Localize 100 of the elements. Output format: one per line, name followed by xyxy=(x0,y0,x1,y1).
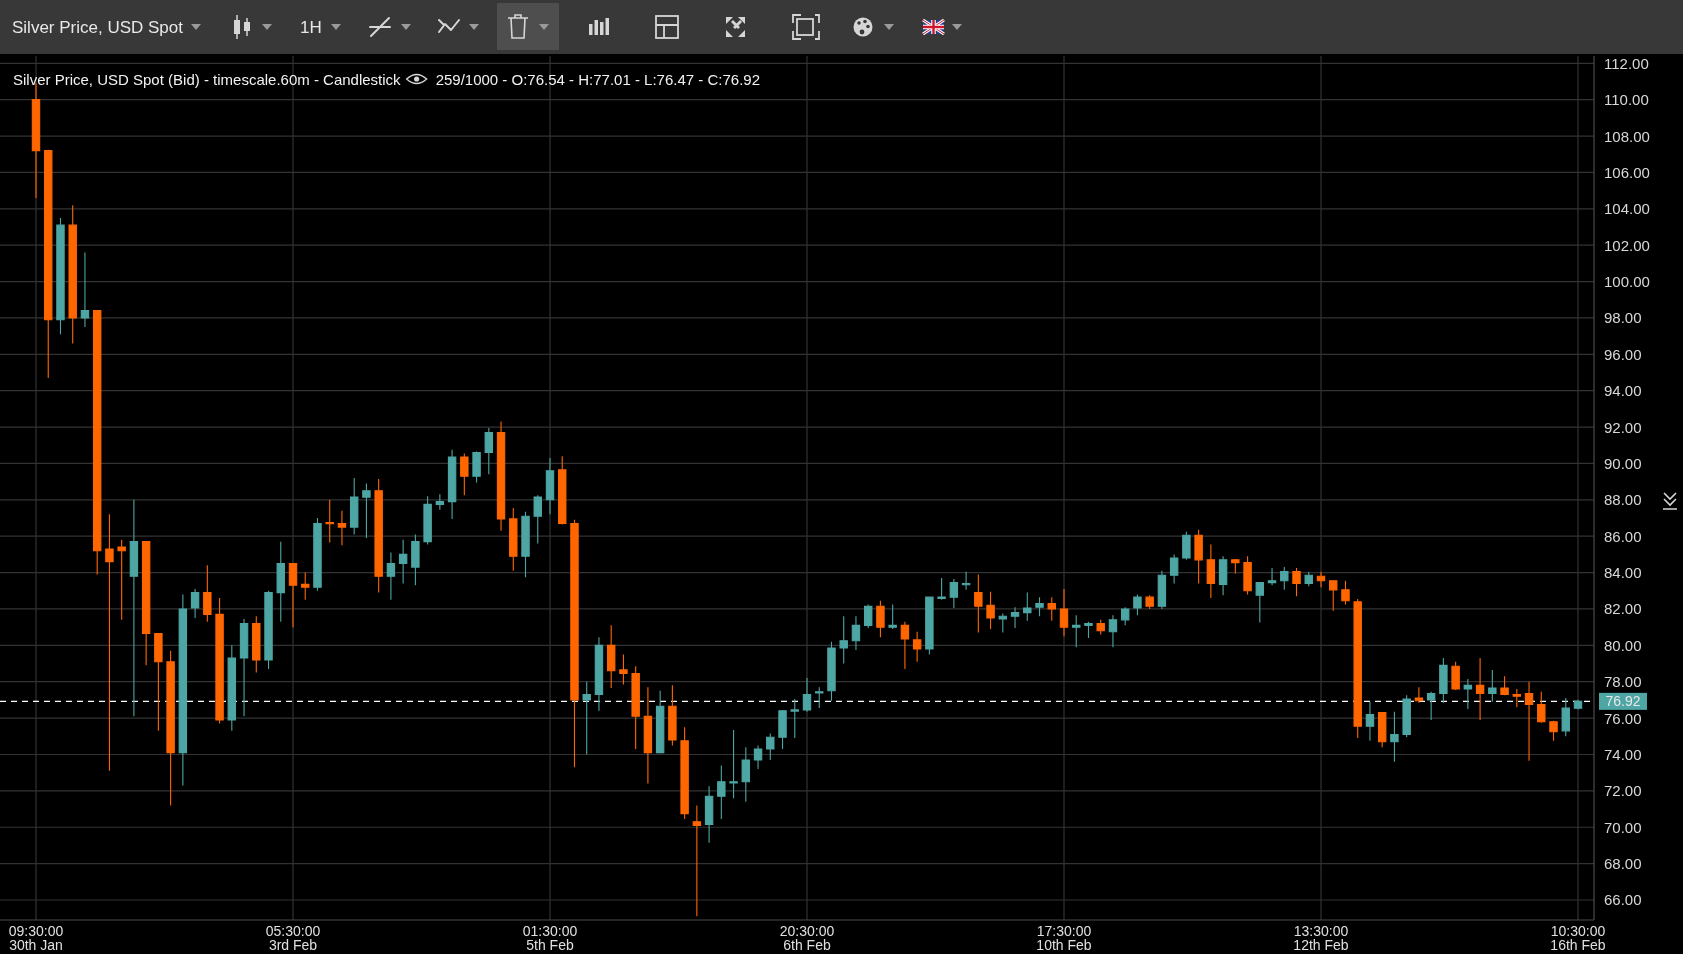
y-tick-label: 92.00 xyxy=(1604,418,1642,436)
y-tick-label: 86.00 xyxy=(1604,527,1642,545)
candlestick xyxy=(484,427,494,475)
candlestick xyxy=(80,251,90,328)
candlestick xyxy=(545,457,555,515)
candlestick xyxy=(288,562,298,628)
candlestick xyxy=(1451,661,1460,691)
candlestick xyxy=(582,681,591,756)
candlestick xyxy=(1475,657,1485,721)
candlestick xyxy=(1549,720,1558,742)
y-tick-label: 106.00 xyxy=(1604,163,1650,181)
candlestick xyxy=(729,729,738,799)
candlestick xyxy=(1280,566,1289,591)
y-tick-label: 82.00 xyxy=(1604,600,1642,618)
candlestick xyxy=(325,499,334,544)
y-tick-label: 98.00 xyxy=(1604,309,1642,327)
candlestick xyxy=(460,452,469,496)
candlestick xyxy=(56,217,65,335)
candlestick xyxy=(1084,621,1093,639)
candlestick xyxy=(239,618,249,717)
candlestick xyxy=(692,804,702,917)
candlestick xyxy=(1329,580,1338,612)
candlestick xyxy=(276,541,285,623)
y-tick-label: 112.00 xyxy=(1604,54,1649,72)
candlestick xyxy=(1035,596,1044,617)
candlestick xyxy=(1390,711,1399,763)
candlestick xyxy=(521,511,530,578)
candlestick xyxy=(668,684,677,746)
y-tick-label: 88.00 xyxy=(1604,491,1642,509)
candlestick xyxy=(680,726,689,820)
candlestick xyxy=(1120,606,1130,626)
x-tick-label: 20:30:00 6th Feb xyxy=(779,923,835,953)
y-tick-label: 72.00 xyxy=(1604,782,1642,800)
candlestick xyxy=(1365,701,1375,742)
candlestick xyxy=(1377,712,1387,748)
candlestick xyxy=(753,744,763,770)
y-tick-label: 94.00 xyxy=(1604,382,1642,400)
y-tick-label: 66.00 xyxy=(1604,891,1642,909)
candlestick xyxy=(1023,592,1032,622)
y-tick-label: 90.00 xyxy=(1604,454,1642,472)
candlestick xyxy=(1524,681,1534,762)
candlestick xyxy=(141,541,151,666)
candlestick xyxy=(1353,598,1362,739)
candlestick xyxy=(655,690,665,755)
candlestick xyxy=(1169,553,1179,585)
candlestick xyxy=(411,533,420,586)
y-tick-label: 102.00 xyxy=(1604,236,1650,254)
candlestick xyxy=(594,636,604,712)
text: 1H xyxy=(300,17,322,37)
candlestick xyxy=(1304,571,1313,587)
candlestick xyxy=(1010,606,1020,629)
candlestick xyxy=(264,590,273,670)
candlestick xyxy=(423,495,432,545)
candlestick xyxy=(1463,678,1473,710)
candlestick xyxy=(1231,558,1240,575)
candlestick xyxy=(1218,555,1228,596)
candlestick xyxy=(961,571,971,591)
candlestick xyxy=(435,493,445,511)
candlestick xyxy=(741,746,751,803)
candlestick xyxy=(1500,675,1509,696)
y-tick-label: 96.00 xyxy=(1604,345,1642,363)
candlestick xyxy=(1537,691,1546,724)
candlestick xyxy=(937,577,946,601)
candlestick xyxy=(704,785,714,844)
candlestick xyxy=(1488,669,1497,703)
candlestick xyxy=(974,573,983,634)
candlestick xyxy=(1145,594,1154,610)
candlestick xyxy=(117,539,126,621)
candlestick xyxy=(1402,694,1411,738)
candlestick xyxy=(1316,571,1326,588)
x-tick-label: 17:30:00 10th Feb xyxy=(1036,923,1092,953)
candlestick xyxy=(1426,691,1436,721)
candlestick xyxy=(215,597,224,725)
x-tick-label: 09:30:00 30th Jan xyxy=(8,923,64,953)
candlestick xyxy=(472,451,481,484)
y-tick-label: 74.00 xyxy=(1604,745,1642,763)
candlestick xyxy=(949,578,959,609)
candlestick xyxy=(1573,699,1583,711)
candlestick xyxy=(166,650,175,806)
y-tick-label: 108.00 xyxy=(1604,127,1650,145)
candlestick xyxy=(203,564,212,623)
candlestick xyxy=(925,596,934,655)
candlestick xyxy=(313,517,322,592)
candlestick xyxy=(631,665,640,750)
candlestick xyxy=(802,677,812,713)
candlestick xyxy=(998,612,1008,634)
candlestick xyxy=(570,519,579,768)
candlestick xyxy=(1561,697,1570,737)
candlestick xyxy=(1243,555,1252,595)
candlestick xyxy=(509,507,518,572)
candlestick xyxy=(1194,529,1203,585)
candlestick xyxy=(105,513,114,772)
candlestick xyxy=(1341,580,1350,605)
candlestick xyxy=(1047,596,1056,622)
candlestick xyxy=(1206,543,1216,599)
x-tick-label: 13:30:00 12th Feb xyxy=(1293,923,1349,953)
candlestick xyxy=(178,593,188,786)
candlestick xyxy=(398,539,408,585)
candlestick xyxy=(1096,619,1105,635)
candlestick xyxy=(606,624,616,689)
